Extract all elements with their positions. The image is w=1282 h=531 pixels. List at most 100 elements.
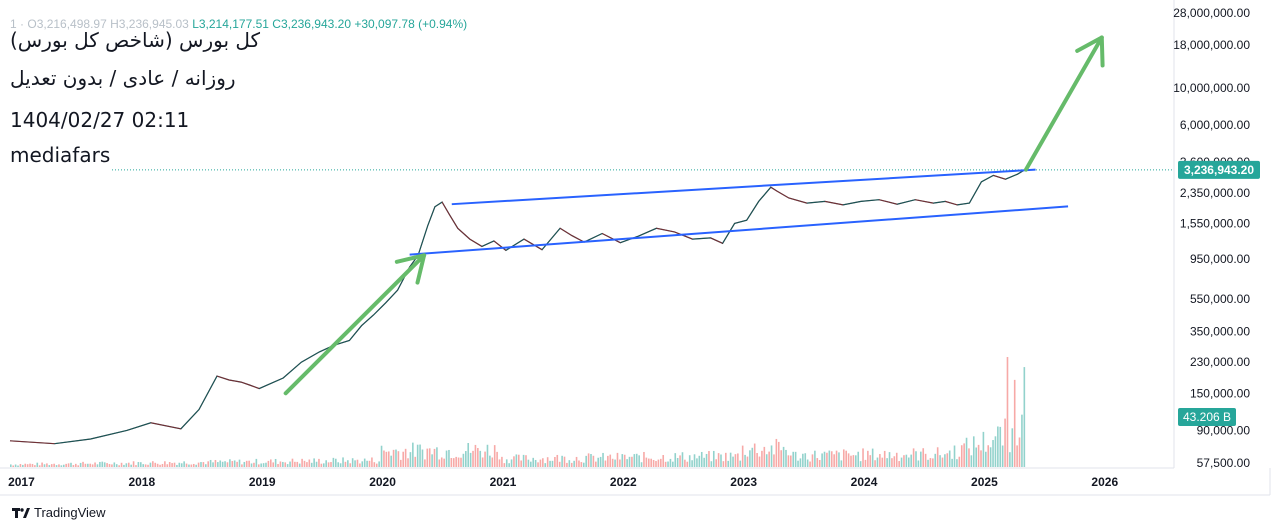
volume-bar (31, 463, 34, 467)
volume-bar (539, 459, 542, 467)
y-tick-label: 1,550,000.00 (1180, 216, 1250, 230)
volume-bar (698, 455, 701, 467)
volume-bar (623, 454, 626, 467)
volume-bar (38, 465, 41, 467)
price-segment (249, 384, 260, 390)
volume-bar (782, 446, 785, 467)
y-tick-label: 57,500.00 (1197, 456, 1251, 470)
volume-bar (900, 457, 903, 467)
volume-bar (327, 462, 330, 467)
volume-bar (176, 464, 178, 467)
volume-bar (821, 453, 823, 467)
footer-brand[interactable]: TradingView (12, 505, 106, 520)
volume-bar (527, 459, 530, 467)
volume-bar (763, 446, 766, 467)
volume-bar (787, 455, 790, 467)
volume-bar (313, 458, 315, 467)
volume-bar (320, 463, 323, 467)
volume-bar (816, 458, 819, 467)
volume-bar (419, 444, 421, 467)
volume-bar (440, 457, 443, 467)
volume-bar (50, 464, 53, 467)
arrow-1-head (394, 253, 427, 285)
volume-bar (397, 451, 400, 467)
volume-bar (106, 463, 108, 467)
volume-bar (14, 464, 17, 467)
volume-bar (881, 457, 884, 467)
volume-bar (224, 461, 226, 467)
volume-bar (737, 453, 739, 467)
volume-bar (168, 462, 171, 467)
volume-bar (356, 459, 359, 467)
volume-bar (452, 458, 455, 467)
volume-bar (710, 461, 713, 467)
price-segment (878, 199, 898, 205)
volume-bar (607, 455, 609, 467)
volume-bar (219, 460, 222, 467)
volume-bar (202, 462, 205, 467)
volume-bar (700, 451, 703, 467)
price-segment (228, 379, 242, 383)
volume-bar (956, 459, 958, 467)
price-segment (981, 174, 994, 183)
volume-bar (960, 445, 963, 467)
volume-bar (200, 462, 202, 467)
volume-bar (604, 460, 607, 467)
volume-bar (522, 454, 525, 467)
volume-bar (864, 459, 867, 467)
volume-bar (361, 461, 364, 467)
volume-bar (443, 458, 445, 467)
volume-bar (147, 464, 149, 467)
price-segment (417, 225, 429, 256)
volume-bar (359, 463, 361, 467)
volume-bar (272, 462, 275, 467)
volume-bar (409, 452, 412, 467)
volume-bar (96, 464, 99, 467)
volume-bars (10, 357, 1026, 467)
volume-bar (749, 450, 751, 467)
volume-bar (643, 451, 645, 467)
volume-bar (457, 457, 460, 467)
volume-bar (120, 462, 123, 467)
volume-bar (99, 461, 101, 467)
volume-bar (741, 445, 744, 467)
volume-bar (407, 458, 409, 467)
volume-bar (296, 461, 299, 467)
volume-bar (934, 453, 937, 467)
volume-bar (768, 451, 770, 467)
volume-bar (513, 456, 515, 467)
ohlc-high: H3,236,945.03 (110, 17, 189, 31)
chart-datetime: 1404/02/27 02:11 (10, 108, 190, 132)
channel-lower-line (409, 205, 1069, 256)
volume-bar (951, 458, 953, 467)
volume-bar (60, 465, 63, 467)
volume-bar (43, 464, 46, 467)
volume-bar (835, 450, 838, 467)
volume-bar (217, 462, 219, 467)
volume-bar (115, 464, 118, 467)
volume-bar (385, 451, 388, 467)
volume-bar (402, 451, 405, 467)
volume-bar (279, 461, 282, 467)
volume-bar (462, 453, 465, 467)
volume-bar (171, 463, 173, 467)
volume-bar (330, 462, 332, 467)
volume-badge-label: 43.206 B (1183, 410, 1231, 424)
price-segment (150, 422, 182, 430)
volume-bar (838, 452, 840, 467)
x-axis: 2017 2018 2019 2020 2021 2022 2023 2024 2025 2026 (8, 475, 1118, 489)
volume-bar (691, 460, 693, 467)
volume-bar (917, 460, 920, 467)
volume-bar (183, 461, 185, 467)
volume-bar (688, 455, 691, 467)
price-segment (746, 201, 760, 221)
arrow-2-head (1075, 35, 1105, 68)
volume-bar (862, 448, 864, 467)
volume-bar (445, 450, 448, 467)
price-segment (860, 199, 880, 202)
price-segment (897, 199, 916, 205)
volume-bar (421, 449, 424, 467)
volume-bar (944, 454, 946, 467)
volume-bar (84, 463, 87, 467)
